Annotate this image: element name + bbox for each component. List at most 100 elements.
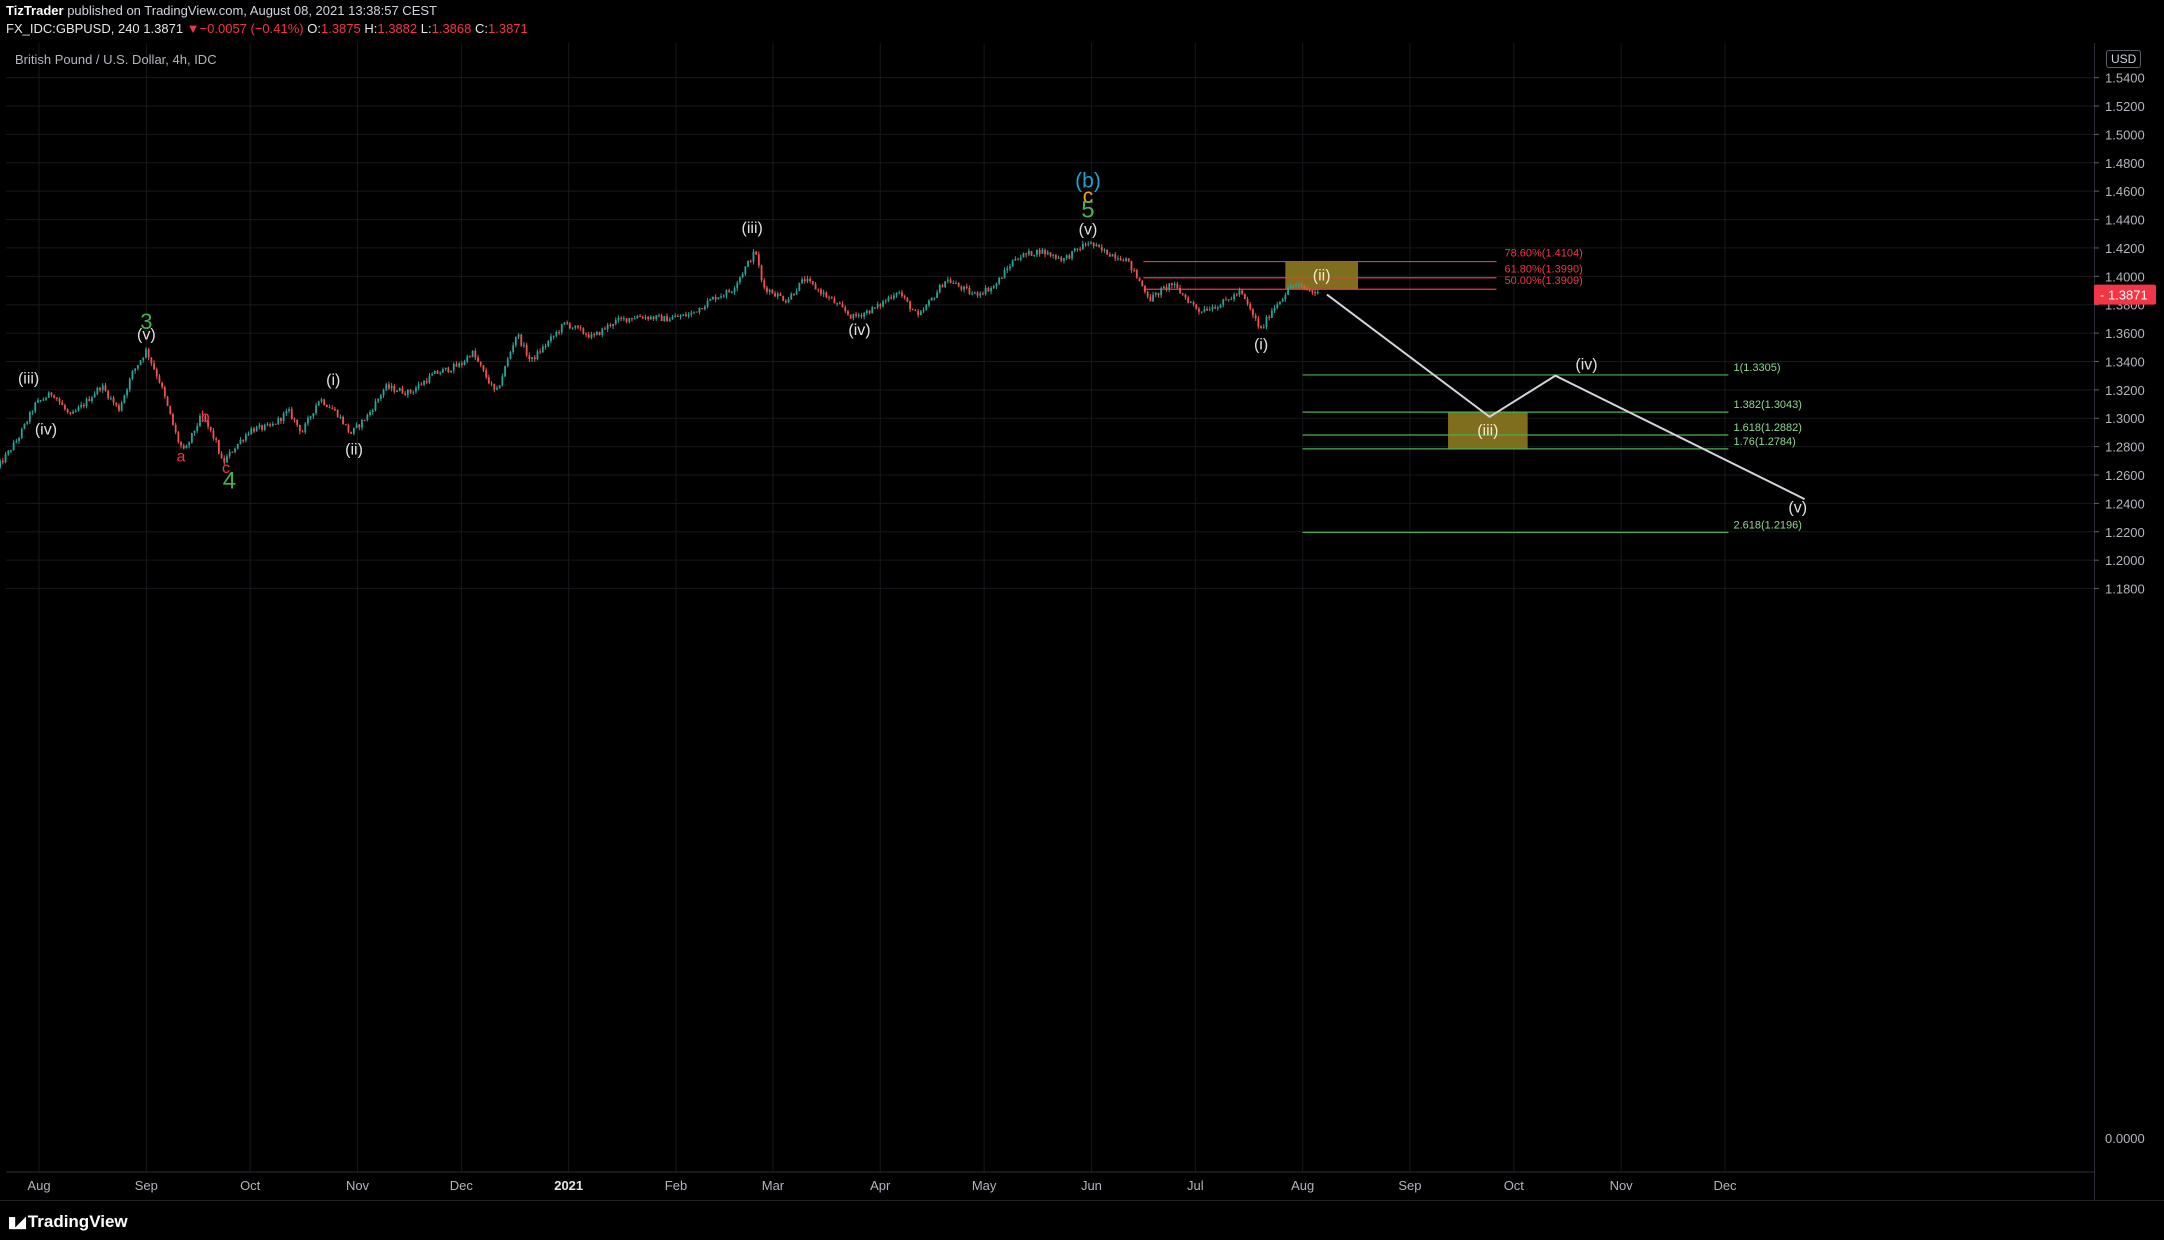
candle-body [868,310,871,314]
candle-body [1308,289,1311,291]
candle-body [228,451,231,457]
candle-body [644,316,647,319]
candle-body [150,357,153,364]
candle-body [10,450,12,452]
candle-body [982,293,984,295]
candle-body [1179,287,1181,294]
candle-body [18,437,20,441]
candle-body [830,297,833,299]
candle-body [217,440,220,454]
candle-body [579,327,582,329]
candle-body [622,318,625,320]
candle-body [909,301,911,310]
candle-body [628,318,631,322]
time-tick-label: Oct [240,1178,261,1193]
candle-body [531,357,533,360]
candle-body [833,298,836,304]
projection-path[interactable] [1326,293,1806,500]
candle-body [423,380,425,385]
candle-body [34,402,37,412]
candle-body [172,414,174,425]
candle-body [53,395,56,398]
candle-body [350,431,353,434]
candle-body [841,304,844,308]
candle-body [709,299,712,301]
candle-body [766,287,768,292]
candle-body [1108,254,1111,257]
candle-body [377,398,380,402]
chart-pane[interactable] [6,43,2095,1200]
candle-body [992,286,995,289]
candle-body [814,283,817,290]
candle-body [250,428,253,434]
candle-body [790,293,793,300]
tradingview-logo[interactable]: ▮◢ TradingView [8,1212,128,1232]
candle-body [1068,255,1071,259]
candle-body [693,311,695,313]
candle-body [863,313,866,317]
candle-body [857,315,860,317]
candle-body [366,415,369,421]
wave-label: 4 [223,468,236,495]
fib-levels[interactable]: 78.60%(1.4104) 61.80%(1.3990)50.00%(1.390… [1143,248,1802,533]
candle-body [809,278,812,282]
candle-body [895,293,898,296]
candle-body [234,448,236,452]
candle-body [825,292,828,298]
candle-body [1041,249,1044,254]
wave-label: (ii) [345,441,363,458]
candle-body [757,254,760,266]
time-axis[interactable]: Aug Sep Oct Nov Dec 2021 Feb Mar Apr May Jun Jul Aug… [27,1178,1737,1193]
open-value: 1.3875 [320,21,361,36]
candle-body [15,440,18,443]
candle-body [45,397,47,400]
candle-body [849,314,852,319]
candle-body [774,293,776,297]
candle-body [1273,307,1276,311]
candle-body [1306,288,1308,290]
candle-body [61,402,64,406]
candle-body [269,424,272,426]
candle-body [420,384,423,386]
candle-body [922,309,925,312]
candle-body [901,292,903,297]
candle-body [903,296,906,298]
candle-body [1289,286,1292,288]
candle-body [118,405,120,411]
candle-body [884,300,887,302]
candle-body [1241,290,1244,294]
candle-body [1249,304,1252,310]
price-chart[interactable]: 78.60%(1.4104) 61.80%(1.3990)50.00%(1.390… [0,0,2164,1200]
price-tick-label: 1.4000 [2105,269,2145,284]
price-tick-label: 1.5000 [2105,127,2145,142]
candle-body [396,391,398,393]
candle-body [1238,290,1241,295]
candle-body [668,319,671,322]
price-axis[interactable]: 1.1800 1.2000 1.2200 1.2400 1.2600 1.2800 1.30… [2094,43,2164,1172]
candle-body [344,424,347,426]
candle-body [1219,304,1222,308]
time-tick-label: Mar [762,1178,785,1193]
candle-body [296,419,299,426]
wave-label: (iv) [1575,356,1597,373]
candle-body [1019,257,1022,260]
published-text: published on TradingView.com, August 08,… [67,3,437,18]
candle-body [714,296,717,300]
candle-body [363,419,366,421]
currency-badge[interactable]: USD [2106,50,2142,68]
candle-body [239,439,242,444]
candle-body [1254,315,1257,319]
wave-label: (i) [326,372,340,389]
projection-line[interactable] [1326,293,1806,500]
candle-body [231,451,234,453]
candle-body [290,409,293,419]
candle-body [204,416,207,421]
wave-label: (i) [1254,336,1268,353]
candle-body [844,307,847,312]
author-name[interactable]: TizTrader [6,3,64,18]
candle-body [1260,326,1262,329]
candle-body [960,286,963,290]
candle-body [1000,278,1003,280]
candle-body [1117,258,1119,260]
candle-body [928,300,930,306]
